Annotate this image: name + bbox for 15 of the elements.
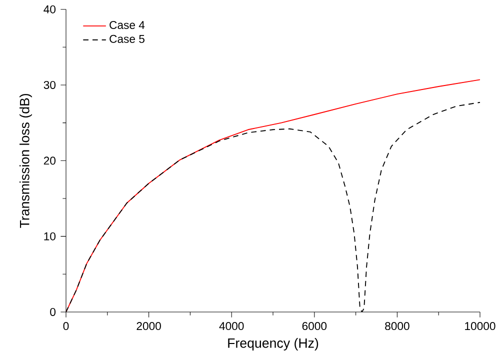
y-tick-label: 40 [44,5,56,14]
x-tick-label: 0 [63,322,69,330]
y-tick-label: 20 [44,156,56,165]
y-tick-label: 10 [44,232,56,240]
legend-label: Case 4 [110,20,145,29]
legend-label: Case 5 [110,34,144,43]
y-tick-label: 0 [50,308,56,316]
x-tick-label: 8000 [385,322,410,330]
x-tick-label: 6000 [302,322,327,330]
y-axis-title: Transmission loss (dB) [20,94,32,228]
x-tick-label: 10000 [465,322,496,330]
x-axis-title: Frequency (Hz) [228,338,318,350]
x-tick-label: 2000 [136,322,161,330]
x-tick-label: 4000 [219,322,244,330]
y-tick-label: 30 [44,80,56,89]
